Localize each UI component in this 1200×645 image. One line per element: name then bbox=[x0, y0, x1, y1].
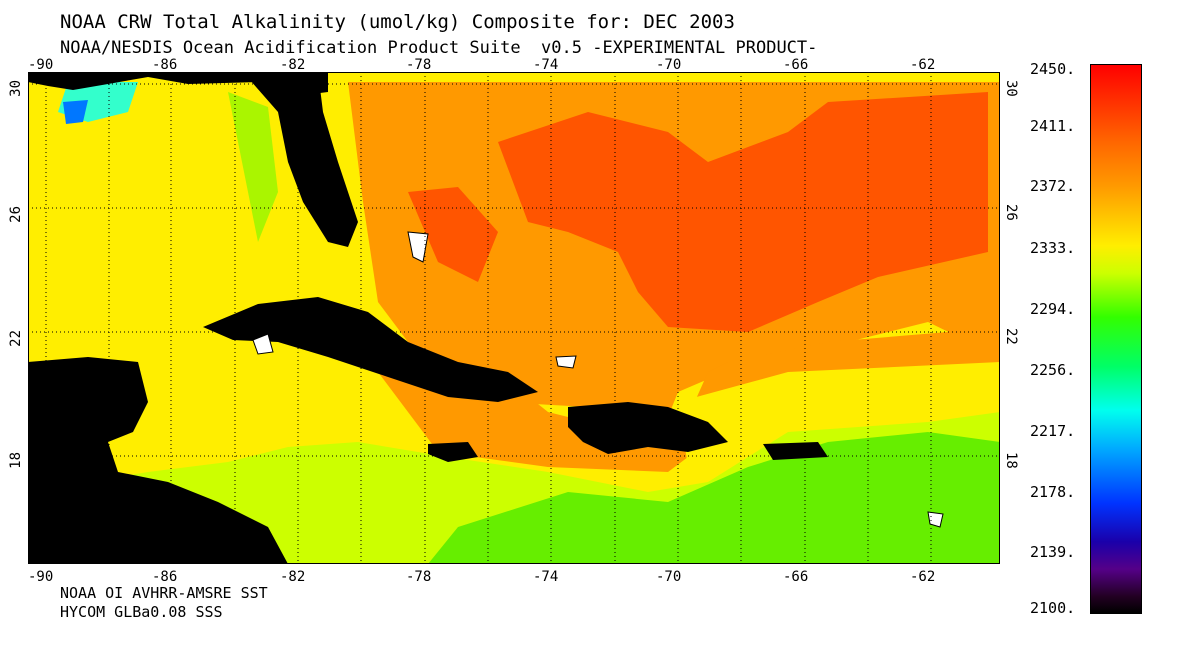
colorbar-label: 2450. bbox=[1030, 60, 1076, 78]
chart-title: NOAA CRW Total Alkalinity (umol/kg) Comp… bbox=[60, 11, 735, 33]
ocean-redorange-bahamas bbox=[408, 187, 498, 282]
alkalinity-map bbox=[28, 72, 1000, 564]
right-lat-tick: 22 bbox=[1003, 328, 1019, 345]
footer-source-sst: NOAA OI AVHRR-AMSRE SST bbox=[60, 584, 268, 602]
top-lon-tick: -90 bbox=[28, 57, 54, 73]
bottom-lon-tick: -62 bbox=[910, 569, 936, 585]
bottom-lon-tick: -66 bbox=[783, 569, 809, 585]
bottom-lon-tick: -78 bbox=[406, 569, 432, 585]
ocean-green-region bbox=[428, 432, 1000, 564]
chart-subtitle: NOAA/NESDIS Ocean Acidification Product … bbox=[60, 38, 818, 58]
land-lesser-antilles bbox=[927, 511, 944, 528]
colorbar-label: 2256. bbox=[1030, 361, 1076, 379]
colorbar-label: 2411. bbox=[1030, 117, 1076, 135]
left-lat-tick: 26 bbox=[8, 206, 24, 223]
ocean-redorange-region bbox=[498, 92, 988, 332]
bottom-lon-tick: -70 bbox=[656, 569, 682, 585]
land-florida bbox=[243, 72, 358, 247]
colorbar-label: 2139. bbox=[1030, 543, 1076, 561]
land-isle-of-youth bbox=[252, 333, 274, 355]
colorbar-label: 2333. bbox=[1030, 239, 1076, 257]
top-lon-tick: -78 bbox=[406, 57, 432, 73]
colorbar bbox=[1090, 64, 1142, 614]
right-lat-tick: 30 bbox=[1003, 80, 1019, 97]
ocean-green-fringe bbox=[228, 92, 278, 242]
top-lon-tick: -74 bbox=[533, 57, 559, 73]
right-lat-tick: 26 bbox=[1003, 204, 1019, 221]
land-puerto-rico bbox=[763, 442, 828, 460]
left-lat-tick: 30 bbox=[8, 80, 24, 97]
top-lon-tick: -66 bbox=[783, 57, 809, 73]
land-central-america bbox=[128, 502, 258, 552]
ocean-yellow-strip bbox=[678, 362, 1000, 467]
colorbar-label: 2294. bbox=[1030, 300, 1076, 318]
top-lon-tick: -82 bbox=[280, 57, 306, 73]
land-cuba bbox=[203, 297, 538, 402]
land-jamaica bbox=[428, 442, 478, 462]
footer-source-sss: HYCOM GLBa0.08 SSS bbox=[60, 603, 223, 621]
left-lat-tick: 22 bbox=[8, 330, 24, 347]
ocean-orange-inner bbox=[378, 332, 1000, 472]
colorbar-label: 2100. bbox=[1030, 599, 1076, 617]
colorbar-label: 2372. bbox=[1030, 177, 1076, 195]
land-hispaniola bbox=[568, 402, 728, 454]
colorbar-label: 2217. bbox=[1030, 422, 1076, 440]
land-turks-caicos bbox=[555, 355, 577, 369]
top-lon-tick: -70 bbox=[656, 57, 682, 73]
top-lon-tick: -86 bbox=[152, 57, 178, 73]
land-bahamas bbox=[407, 231, 429, 263]
left-lat-tick: 18 bbox=[8, 452, 24, 469]
bottom-lon-tick: -90 bbox=[28, 569, 54, 585]
bottom-lon-tick: -86 bbox=[152, 569, 178, 585]
bottom-lon-tick: -74 bbox=[533, 569, 559, 585]
top-lon-tick: -62 bbox=[910, 57, 936, 73]
colorbar-label: 2178. bbox=[1030, 483, 1076, 501]
right-lat-tick: 18 bbox=[1003, 452, 1019, 469]
ocean-blue-spot bbox=[63, 100, 88, 124]
bottom-lon-tick: -82 bbox=[280, 569, 306, 585]
map-border bbox=[28, 72, 1000, 564]
